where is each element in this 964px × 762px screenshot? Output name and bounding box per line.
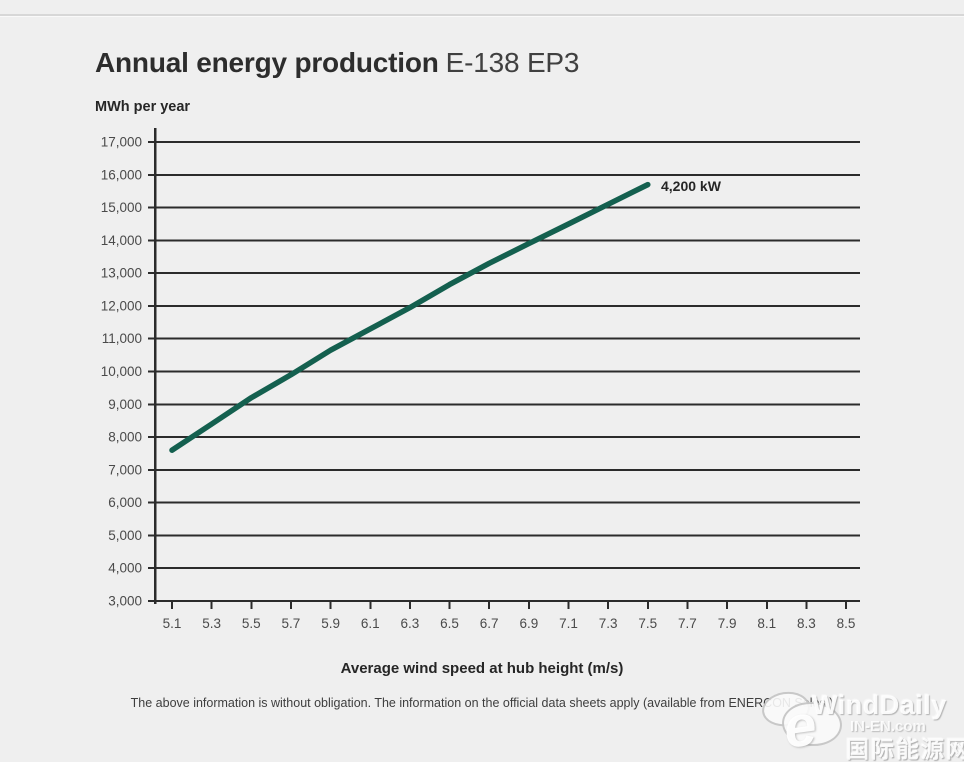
y-tick-label: 11,000 bbox=[102, 331, 142, 346]
y-tick-label: 17,000 bbox=[101, 135, 142, 150]
x-tick-label: 7.5 bbox=[638, 616, 657, 631]
y-tick-label: 13,000 bbox=[101, 266, 142, 281]
x-tick-label: 5.5 bbox=[242, 616, 261, 631]
x-tick-label: 8.1 bbox=[757, 616, 776, 631]
x-tick-label: 6.1 bbox=[361, 616, 380, 631]
y-tick-label: 16,000 bbox=[101, 167, 142, 182]
y-tick-label: 7,000 bbox=[108, 462, 142, 477]
y-tick-label: 8,000 bbox=[108, 430, 142, 445]
x-tick-label: 7.1 bbox=[559, 616, 578, 631]
y-tick-label: 14,000 bbox=[101, 233, 142, 248]
x-axis-title: Average wind speed at hub height (m/s) bbox=[340, 660, 624, 677]
y-tick-label: 10,000 bbox=[101, 364, 142, 379]
x-tick-label: 7.9 bbox=[718, 616, 737, 631]
page-title-model: E-138 EP3 bbox=[445, 47, 580, 78]
x-tick-label: 6.7 bbox=[480, 616, 499, 631]
y-tick-label: 5,000 bbox=[108, 528, 142, 543]
top-divider bbox=[0, 14, 964, 17]
x-tick-label: 8.3 bbox=[797, 616, 816, 631]
x-tick-label: 8.5 bbox=[837, 616, 856, 631]
x-tick-label: 6.3 bbox=[401, 616, 420, 631]
series-label: 4,200 kW bbox=[661, 178, 721, 194]
y-tick-label: 9,000 bbox=[108, 397, 142, 412]
x-tick-label: 7.3 bbox=[599, 616, 618, 631]
x-tick-label: 5.1 bbox=[163, 616, 182, 631]
x-tick-label: 6.9 bbox=[519, 616, 538, 631]
y-tick-label: 4,000 bbox=[108, 561, 142, 576]
page-title-main: Annual energy production bbox=[95, 47, 439, 78]
x-tick-label: 5.9 bbox=[321, 616, 340, 631]
y-tick-label: 12,000 bbox=[101, 298, 142, 313]
x-tick-label: 5.3 bbox=[202, 616, 221, 631]
y-tick-label: 15,000 bbox=[101, 200, 142, 215]
y-axis-title: MWh per year bbox=[95, 99, 191, 115]
x-tick-label: 7.7 bbox=[678, 616, 697, 631]
disclaimer-text: The above information is without obligat… bbox=[130, 696, 834, 710]
power-curve-line bbox=[169, 181, 651, 453]
x-tick-label: 5.7 bbox=[282, 616, 301, 631]
page-title: Annual energy production E-138 EP3 bbox=[95, 46, 579, 80]
x-tick-label: 6.5 bbox=[440, 616, 459, 631]
y-tick-label: 6,000 bbox=[108, 495, 142, 510]
y-tick-label: 3,000 bbox=[108, 594, 142, 609]
